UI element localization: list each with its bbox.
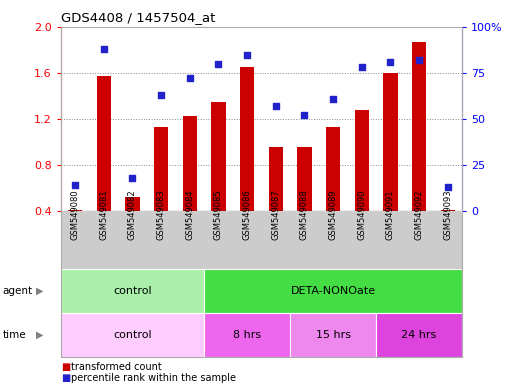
Text: GSM549084: GSM549084 bbox=[185, 189, 194, 240]
Text: 24 hrs: 24 hrs bbox=[401, 330, 437, 340]
Point bbox=[71, 182, 79, 189]
Text: 8 hrs: 8 hrs bbox=[233, 330, 261, 340]
Point bbox=[128, 175, 137, 181]
Text: GSM549080: GSM549080 bbox=[71, 189, 80, 240]
Bar bbox=[97, 76, 111, 211]
Text: ▶: ▶ bbox=[36, 286, 43, 296]
Point bbox=[300, 112, 308, 118]
Point bbox=[415, 57, 423, 63]
Bar bbox=[240, 67, 254, 211]
Bar bbox=[269, 147, 283, 211]
Text: GDS4408 / 1457504_at: GDS4408 / 1457504_at bbox=[61, 11, 215, 24]
Point bbox=[157, 92, 165, 98]
Text: GSM549091: GSM549091 bbox=[386, 189, 395, 240]
Text: control: control bbox=[113, 330, 152, 340]
Point bbox=[99, 46, 108, 52]
Bar bbox=[412, 42, 426, 211]
Text: GSM549088: GSM549088 bbox=[300, 189, 309, 240]
Text: transformed count: transformed count bbox=[71, 362, 162, 372]
Point bbox=[243, 51, 251, 58]
Bar bbox=[125, 197, 139, 211]
Point bbox=[329, 96, 337, 102]
Bar bbox=[68, 210, 82, 211]
Point bbox=[357, 65, 366, 71]
Text: agent: agent bbox=[3, 286, 33, 296]
Text: GSM549083: GSM549083 bbox=[156, 189, 166, 240]
Point bbox=[214, 61, 223, 67]
Text: GSM549087: GSM549087 bbox=[271, 189, 280, 240]
Bar bbox=[383, 73, 398, 211]
Bar bbox=[154, 127, 168, 211]
Text: GSM549086: GSM549086 bbox=[242, 189, 251, 240]
Bar bbox=[440, 210, 455, 211]
Bar bbox=[297, 147, 312, 211]
Text: ▶: ▶ bbox=[36, 330, 43, 340]
Text: time: time bbox=[3, 330, 26, 340]
Text: ■: ■ bbox=[61, 362, 70, 372]
Text: GSM549089: GSM549089 bbox=[328, 189, 337, 240]
Point bbox=[271, 103, 280, 109]
Text: GSM549081: GSM549081 bbox=[99, 189, 108, 240]
Text: ■: ■ bbox=[61, 373, 70, 383]
Text: GSM549082: GSM549082 bbox=[128, 189, 137, 240]
Text: GSM549085: GSM549085 bbox=[214, 189, 223, 240]
Bar bbox=[326, 127, 340, 211]
Text: GSM549093: GSM549093 bbox=[443, 189, 452, 240]
Point bbox=[444, 184, 452, 190]
Text: DETA-NONOate: DETA-NONOate bbox=[290, 286, 375, 296]
Point bbox=[185, 75, 194, 81]
Bar bbox=[354, 110, 369, 211]
Text: 15 hrs: 15 hrs bbox=[316, 330, 351, 340]
Text: control: control bbox=[113, 286, 152, 296]
Bar bbox=[183, 116, 197, 211]
Text: percentile rank within the sample: percentile rank within the sample bbox=[71, 373, 237, 383]
Point bbox=[386, 59, 394, 65]
Text: GSM549092: GSM549092 bbox=[414, 189, 423, 240]
Text: GSM549090: GSM549090 bbox=[357, 189, 366, 240]
Bar bbox=[211, 102, 225, 211]
